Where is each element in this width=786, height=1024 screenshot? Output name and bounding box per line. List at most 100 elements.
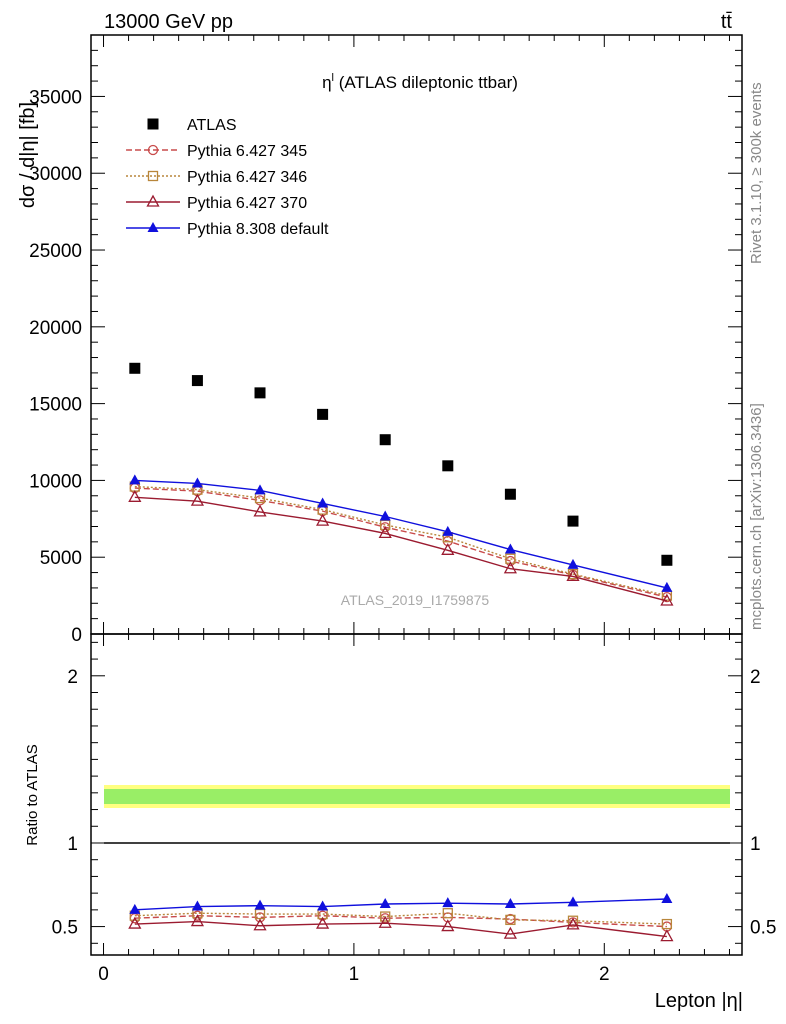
ratio-band-inner bbox=[104, 789, 730, 804]
ratio-point-pythia-8-308-default bbox=[254, 899, 266, 910]
ratio-line-pythia-8-308-default bbox=[134, 898, 667, 911]
y-tick-label: 35000 bbox=[29, 87, 82, 108]
title-rest: (ATLAS dileptonic ttbar) bbox=[334, 73, 518, 92]
point-pythia-6-427-370 bbox=[566, 569, 580, 582]
ratio-y-axis-label: Ratio to ATLAS bbox=[24, 744, 41, 845]
series-line-pythia-8-308-default bbox=[134, 479, 668, 589]
legend-label-pythia-6-427-346: Pythia 6.427 346 bbox=[187, 169, 307, 186]
point-pythia-6-427-370 bbox=[128, 489, 142, 502]
ratio-point-pythia-6-427-370 bbox=[660, 929, 674, 942]
point-pythia-8-308-default bbox=[504, 543, 516, 554]
ratio-point-pythia-6-427-346 bbox=[505, 914, 516, 926]
y-tick-label: 30000 bbox=[29, 164, 82, 185]
point-atlas bbox=[129, 362, 141, 374]
point-pythia-6-427-370 bbox=[316, 513, 330, 526]
y-tick-label: 10000 bbox=[29, 471, 82, 492]
legend-marker-pythia-8-308-default bbox=[147, 222, 159, 232]
ratio-point-pythia-8-308-default bbox=[567, 896, 579, 907]
x-tick-label: 0 bbox=[98, 964, 109, 985]
ratio-point-pythia-6-427-370 bbox=[566, 917, 580, 930]
y-tick-label: 5000 bbox=[40, 548, 82, 569]
point-pythia-8-308-default bbox=[317, 497, 329, 508]
point-pythia-6-427-370 bbox=[503, 561, 517, 574]
ratio-point-pythia-6-427-370 bbox=[316, 916, 330, 929]
y-tick-label: 0 bbox=[71, 625, 82, 646]
point-pythia-6-427-370 bbox=[660, 593, 674, 606]
ratio-point-pythia-6-427-346 bbox=[380, 911, 391, 922]
x-tick-label: 2 bbox=[599, 964, 610, 985]
ratio-point-pythia-8-308-default bbox=[191, 900, 203, 911]
legend-label-pythia-6-427-345: Pythia 6.427 345 bbox=[187, 143, 307, 160]
series-line-pythia-6-427-346 bbox=[134, 485, 668, 597]
legend: ATLAS Pythia 6.427 345 Pythia 6.427 346 Pyt… bbox=[126, 117, 329, 238]
ratio-y-tick-label: 1 bbox=[67, 834, 78, 855]
legend-marker-pythia-6-427-370 bbox=[146, 194, 160, 207]
ratio-point-pythia-8-308-default bbox=[317, 900, 329, 911]
y-tick-label: 20000 bbox=[29, 318, 82, 339]
ratio-point-pythia-8-308-default bbox=[504, 898, 516, 909]
ratio-point-pythia-6-427-370 bbox=[128, 916, 142, 929]
axes: 0 1 2 0 5000 10000 15000 20000 25000 30000 35000 0.… bbox=[29, 34, 776, 985]
legend-label-atlas: ATLAS bbox=[187, 117, 237, 134]
point-pythia-8-308-default bbox=[567, 558, 579, 569]
y-tick-label: 15000 bbox=[29, 395, 82, 416]
point-atlas bbox=[379, 434, 391, 446]
point-pythia-8-308-default bbox=[379, 510, 391, 521]
title-main: η bbox=[322, 73, 331, 92]
ratio-y-tick-label: 0.5 bbox=[52, 918, 78, 939]
point-atlas bbox=[504, 488, 516, 500]
ratio-y-tick-label: 2 bbox=[67, 667, 78, 688]
point-pythia-8-308-default bbox=[254, 484, 266, 495]
ratio-point-pythia-8-308-default bbox=[379, 898, 391, 909]
x-tick-label: 1 bbox=[349, 964, 360, 985]
ratio-point-pythia-8-308-default bbox=[129, 903, 141, 914]
title-superscript: l bbox=[332, 72, 334, 84]
point-atlas bbox=[567, 515, 579, 527]
y-tick-label: 25000 bbox=[29, 241, 82, 262]
ratio-y-tick-label: 1 bbox=[750, 834, 761, 855]
rivet-label: Rivet 3.1.10, ≥ 300k events bbox=[748, 82, 765, 264]
y-axis-label: dσ / d|η| [fb] bbox=[17, 102, 39, 208]
point-pythia-8-308-default bbox=[129, 474, 141, 485]
point-pythia-8-308-default bbox=[191, 477, 203, 488]
legend-marker-atlas bbox=[147, 118, 159, 130]
analysis-watermark: ATLAS_2019_I1759875 bbox=[341, 592, 490, 608]
ratio-point-pythia-6-427-370 bbox=[441, 919, 455, 932]
ratio-plot bbox=[128, 892, 674, 942]
point-pythia-8-308-default bbox=[661, 581, 673, 592]
point-atlas bbox=[317, 408, 329, 420]
collision-label: 13000 GeV pp bbox=[104, 11, 233, 33]
ratio-line-pythia-6-427-346 bbox=[134, 912, 667, 925]
ratio-frame bbox=[90, 633, 743, 956]
ratio-point-pythia-6-427-370 bbox=[190, 914, 205, 927]
mcplots-label: mcplots.cern.ch [arXiv:1306.3436] bbox=[748, 403, 765, 630]
x-axis-label: Lepton |η| bbox=[655, 990, 743, 1012]
ratio-point-pythia-8-308-default bbox=[442, 897, 454, 908]
plot-title: ηl (ATLAS dileptonic ttbar) bbox=[322, 72, 518, 92]
legend-marker-pythia-6-427-345 bbox=[147, 144, 159, 156]
point-pythia-6-427-370 bbox=[441, 542, 455, 555]
point-atlas bbox=[254, 387, 266, 399]
point-atlas bbox=[442, 460, 454, 472]
ratio-y-tick-label: 2 bbox=[750, 667, 761, 688]
ratio-point-pythia-8-308-default bbox=[661, 892, 673, 903]
ratio-point-pythia-6-427-370 bbox=[503, 926, 517, 939]
point-atlas bbox=[191, 375, 203, 387]
ratio-y-tick-label: 0.5 bbox=[750, 918, 776, 939]
ratio-point-pythia-6-427-370 bbox=[253, 918, 267, 931]
legend-label-pythia-6-427-370: Pythia 6.427 370 bbox=[187, 195, 307, 212]
point-pythia-6-427-370 bbox=[253, 504, 267, 517]
ratio-line-pythia-6-427-345 bbox=[134, 915, 667, 928]
process-label: tt̄ bbox=[721, 11, 733, 33]
legend-marker-pythia-6-427-346 bbox=[147, 170, 159, 182]
point-pythia-6-427-370 bbox=[378, 526, 392, 539]
point-pythia-8-308-default bbox=[442, 525, 454, 536]
ratio-point-pythia-6-427-346 bbox=[442, 908, 453, 919]
ratio-point-pythia-6-427-346 bbox=[661, 918, 673, 930]
ratio-point-pythia-6-427-370 bbox=[378, 915, 392, 928]
point-atlas bbox=[661, 554, 673, 566]
point-pythia-6-427-370 bbox=[190, 493, 205, 506]
main-plot bbox=[128, 362, 674, 606]
legend-label-pythia-8-308-default: Pythia 8.308 default bbox=[187, 221, 329, 238]
